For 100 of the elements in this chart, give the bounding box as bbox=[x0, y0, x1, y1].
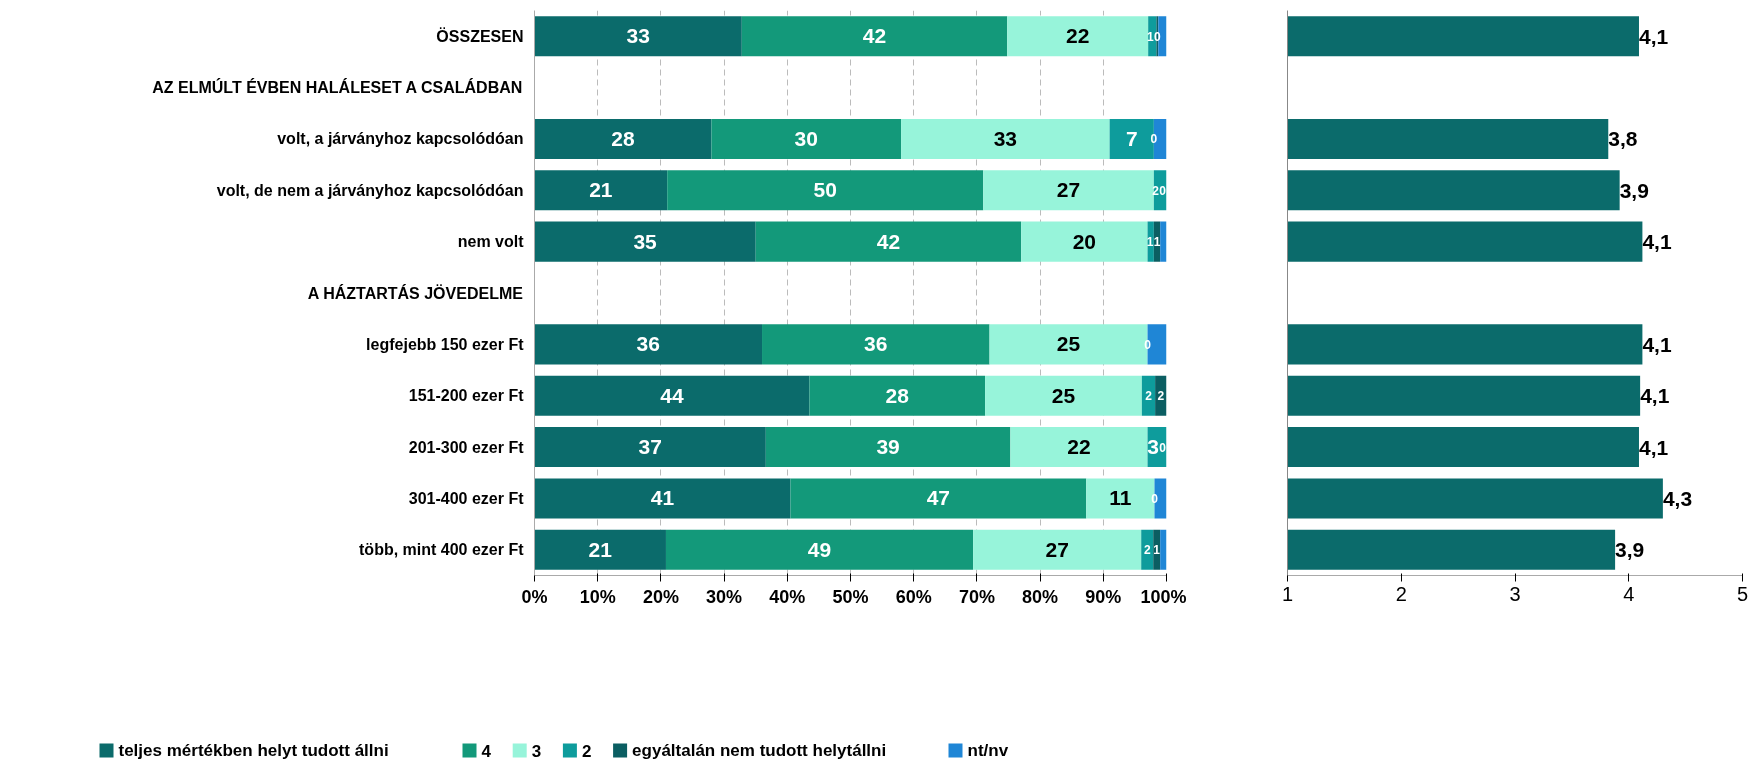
data-label: 21 bbox=[589, 178, 613, 202]
y-tick-label: több, mint 400 ezer Ft bbox=[359, 541, 525, 559]
y-tick-label: legfejebb 150 ezer Ft bbox=[366, 335, 525, 353]
bar bbox=[973, 529, 1142, 570]
x-tick-label: 4 bbox=[1623, 582, 1635, 605]
legend-label: 2 bbox=[581, 741, 592, 761]
data-label: 4,1 bbox=[1638, 435, 1669, 459]
bar bbox=[534, 427, 766, 468]
x-tick-label: 30% bbox=[706, 586, 743, 607]
bar bbox=[1160, 221, 1167, 262]
bar bbox=[534, 478, 791, 519]
data-label: 28 bbox=[611, 126, 635, 150]
data-label: 35 bbox=[633, 229, 658, 253]
data-label: 4,1 bbox=[1640, 384, 1670, 408]
data-label: 7 bbox=[1125, 126, 1138, 150]
bar bbox=[1153, 118, 1167, 159]
bar bbox=[1010, 427, 1148, 468]
data-label: 39 bbox=[876, 435, 900, 459]
bar bbox=[1141, 529, 1154, 570]
data-label: 4,1 bbox=[1638, 24, 1669, 48]
bar bbox=[711, 118, 902, 159]
bar bbox=[534, 529, 666, 570]
data-label: 33 bbox=[626, 24, 650, 48]
data-label: 25 bbox=[1051, 383, 1076, 407]
bar bbox=[983, 170, 1154, 211]
bar bbox=[755, 221, 1022, 262]
x-tick-label: 100% bbox=[1140, 586, 1187, 607]
legend-label: teljes mértékben helyt tudott állni bbox=[118, 741, 389, 760]
x-tick-label: 70% bbox=[958, 586, 995, 607]
data-label: 49 bbox=[807, 537, 832, 561]
x-tick-label: 2 bbox=[1395, 582, 1407, 605]
bar bbox=[534, 221, 756, 262]
data-label: 4,1 bbox=[1642, 332, 1672, 356]
data-label: 1 bbox=[1146, 235, 1154, 250]
y-tick-label: volt, a járványhoz kapcsolódóan bbox=[277, 130, 524, 148]
data-label: 1 bbox=[1153, 235, 1161, 250]
bar bbox=[534, 16, 742, 57]
bar bbox=[985, 375, 1142, 416]
bar bbox=[534, 375, 810, 416]
x-tick-label: 1 bbox=[1281, 582, 1294, 605]
data-label: 0 bbox=[1154, 29, 1161, 44]
data-label: 37 bbox=[638, 435, 662, 459]
data-label: 4,3 bbox=[1662, 486, 1693, 510]
legend-label: egyáltalán nem tudott helytállni bbox=[632, 741, 887, 760]
data-label: 36 bbox=[636, 332, 660, 356]
bar bbox=[809, 375, 986, 416]
data-label: 50 bbox=[813, 178, 837, 202]
bar bbox=[790, 478, 1087, 519]
x-tick-label: 5 bbox=[1736, 582, 1749, 605]
x-tick-label: 3 bbox=[1509, 582, 1521, 605]
x-tick-label: 40% bbox=[769, 586, 806, 607]
data-label: 4,1 bbox=[1642, 230, 1672, 254]
data-label: 30 bbox=[794, 126, 818, 150]
data-label: 27 bbox=[1056, 178, 1081, 202]
bar bbox=[765, 427, 1011, 468]
y-tick-label: 201-300 ezer Ft bbox=[408, 438, 525, 456]
y-tick-label: AZ ELMÚLT ÉVBEN HALÁLESET A CSALÁDBAN bbox=[152, 78, 523, 97]
bar bbox=[665, 529, 974, 570]
data-label: 0 bbox=[1159, 440, 1167, 455]
data-label: 42 bbox=[862, 24, 887, 48]
x-tick-label: 80% bbox=[1022, 586, 1059, 607]
data-label: 21 bbox=[588, 537, 613, 561]
x-tick-label: 10% bbox=[579, 586, 616, 607]
bar bbox=[667, 170, 984, 211]
data-label: 2 bbox=[1143, 543, 1151, 558]
y-tick-label: 301-400 ezer Ft bbox=[408, 489, 525, 507]
data-label: 3,9 bbox=[1615, 538, 1645, 562]
bar bbox=[1021, 221, 1148, 262]
data-label: 41 bbox=[650, 486, 675, 510]
y-tick-label: nem volt bbox=[457, 233, 525, 251]
data-label: 28 bbox=[885, 383, 910, 407]
bar bbox=[534, 118, 712, 159]
data-label: 33 bbox=[993, 126, 1018, 150]
data-label: 42 bbox=[876, 229, 901, 253]
x-tick-label: 0% bbox=[521, 586, 548, 607]
y-tick-label: ÖSSZESEN bbox=[436, 26, 524, 45]
bar bbox=[534, 170, 668, 211]
data-label: 0 bbox=[1159, 183, 1167, 198]
data-label: 27 bbox=[1045, 537, 1069, 561]
x-tick-label: 50% bbox=[832, 586, 869, 607]
legend-label: 3 bbox=[531, 741, 542, 761]
y-tick-label: A HÁZTARTÁS JÖVEDELME bbox=[307, 283, 524, 302]
legend-label: nt/nv bbox=[967, 741, 1009, 760]
bar bbox=[741, 16, 1008, 57]
x-tick-label: 90% bbox=[1085, 586, 1122, 607]
y-tick-label: volt, de nem a járványhoz kapcsolódóan bbox=[216, 181, 524, 199]
data-label: 20 bbox=[1072, 229, 1097, 253]
data-label: 3 bbox=[1147, 435, 1159, 459]
bar bbox=[534, 324, 763, 365]
data-label: 47 bbox=[926, 486, 951, 510]
legend-label: 4 bbox=[481, 741, 492, 761]
x-tick-label: 60% bbox=[895, 586, 932, 607]
data-label: 1 bbox=[1153, 543, 1161, 558]
data-label: 44 bbox=[660, 383, 684, 407]
data-label: 25 bbox=[1056, 332, 1081, 356]
bar bbox=[1007, 16, 1149, 57]
bar bbox=[901, 118, 1110, 159]
data-label: 2 bbox=[1157, 389, 1165, 404]
y-tick-label: 151-200 ezer Ft bbox=[408, 387, 525, 405]
bar bbox=[1160, 529, 1167, 570]
